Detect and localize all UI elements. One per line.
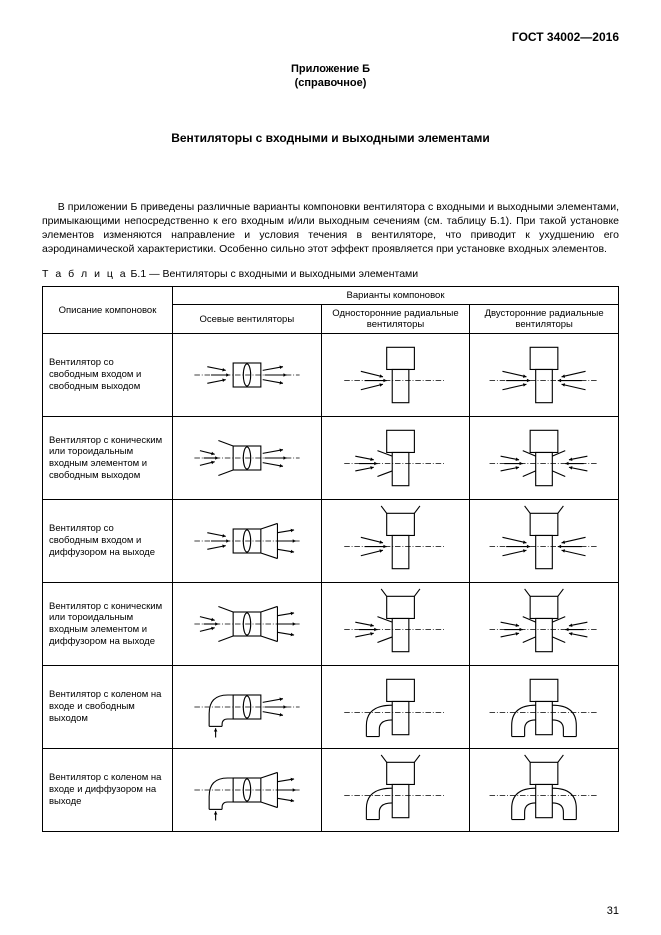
diagram-axial — [173, 666, 322, 749]
col-header-desc: Описание компоновок — [43, 287, 173, 334]
appendix-line2: (справочное) — [295, 77, 367, 89]
col-header-group: Варианты компоновок — [173, 287, 619, 305]
diagram-axial — [173, 583, 322, 666]
diagram-radial-double — [470, 583, 619, 666]
diagram-axial — [173, 749, 322, 832]
row-desc: Вентилятор со свободным входом и свободн… — [43, 334, 173, 417]
diagram-radial-double — [470, 417, 619, 500]
diagram-radial-single — [321, 500, 470, 583]
table-row: Вентилятор с коническим или тороидальным… — [43, 417, 619, 500]
row-desc: Вентилятор с коническим или тороидальным… — [43, 583, 173, 666]
table-row: Вентилятор со свободным входом и свободн… — [43, 334, 619, 417]
appendix-line1: Приложение Б — [291, 63, 370, 75]
caption-prefix: Т а б л и ц а — [42, 268, 128, 280]
row-desc: Вентилятор с коническим или тороидальным… — [43, 417, 173, 500]
diagram-radial-single — [321, 583, 470, 666]
diagram-radial-double — [470, 500, 619, 583]
col-header-single: Односторонние радиальные вентиляторы — [321, 305, 470, 334]
diagram-radial-single — [321, 749, 470, 832]
appendix-label: Приложение Б (справочное) — [42, 62, 619, 91]
table-row: Вентилятор с коническим или тороидальным… — [43, 583, 619, 666]
table-caption: Т а б л и ц а Б.1 — Вентиляторы с входны… — [42, 268, 619, 280]
table-row: Вентилятор с коленом на входе и диффузор… — [43, 749, 619, 832]
col-header-axial: Осевые вентиляторы — [173, 305, 322, 334]
col-header-double: Двусторонние радиальные вентиляторы — [470, 305, 619, 334]
diagram-radial-double — [470, 666, 619, 749]
diagram-radial-double — [470, 749, 619, 832]
row-desc: Вентилятор с коленом на входе и свободны… — [43, 666, 173, 749]
diagram-axial — [173, 417, 322, 500]
page-number: 31 — [607, 905, 619, 917]
diagram-radial-double — [470, 334, 619, 417]
row-desc: Вентилятор со свободным входом и диффузо… — [43, 500, 173, 583]
diagram-radial-single — [321, 666, 470, 749]
document-code: ГОСТ 34002—2016 — [42, 30, 619, 44]
caption-rest: Б.1 — Вентиляторы с входными и выходными… — [128, 268, 419, 280]
diagram-axial — [173, 334, 322, 417]
diagram-axial — [173, 500, 322, 583]
table-row: Вентилятор с коленом на входе и свободны… — [43, 666, 619, 749]
layout-table: Описание компоновок Варианты компоновок … — [42, 286, 619, 832]
row-desc: Вентилятор с коленом на входе и диффузор… — [43, 749, 173, 832]
diagram-radial-single — [321, 417, 470, 500]
table-row: Вентилятор со свободным входом и диффузо… — [43, 500, 619, 583]
heading: Вентиляторы с входными и выходными элеме… — [42, 131, 619, 145]
intro-paragraph: В приложении Б приведены различные вариа… — [42, 200, 619, 257]
diagram-radial-single — [321, 334, 470, 417]
